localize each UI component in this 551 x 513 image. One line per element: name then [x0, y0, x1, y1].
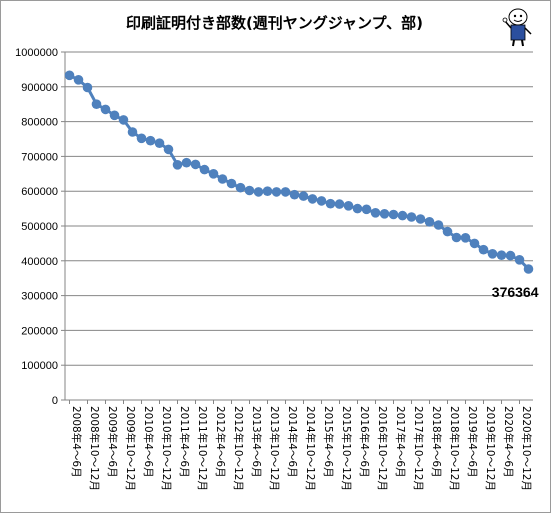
- data-point: [244, 185, 255, 196]
- x-tick-label: 2018年10～12月: [448, 406, 461, 491]
- data-point: [100, 104, 111, 115]
- data-point: [406, 212, 417, 222]
- data-point: [73, 75, 84, 85]
- data-point: [379, 209, 390, 219]
- y-tick-label: 0: [52, 395, 58, 407]
- gridlines: [61, 51, 533, 401]
- y-tick-label: 700000: [21, 151, 58, 163]
- data-point: [469, 238, 480, 249]
- x-tick-label: 2020年4～6月: [502, 406, 515, 478]
- y-tick-label: 100000: [21, 360, 58, 372]
- data-point: [523, 264, 534, 274]
- x-tick-label: 2016年4～6月: [358, 406, 371, 478]
- series-markers: [64, 70, 534, 274]
- x-tick-label: 2013年4～6月: [250, 406, 263, 478]
- data-point: [226, 178, 237, 189]
- data-point: [118, 115, 129, 125]
- data-point: [136, 133, 147, 144]
- data-point: [163, 144, 174, 155]
- x-tick-label: 2018年4～6月: [430, 406, 443, 478]
- x-tick-label: 2012年4～6月: [214, 406, 227, 478]
- x-tick-label: 2017年10～12月: [412, 406, 425, 491]
- data-point: [415, 214, 426, 224]
- data-point: [496, 250, 507, 260]
- data-point: [82, 82, 93, 93]
- x-tick-label: 2010年4～6月: [142, 406, 155, 478]
- data-point: [271, 187, 282, 197]
- data-point: [460, 233, 471, 243]
- y-tick-label: 300000: [21, 291, 58, 303]
- x-tick-label: 2011年4～6月: [178, 406, 191, 478]
- data-point: [127, 127, 138, 137]
- data-point: [442, 226, 453, 237]
- x-tick-label: 2014年10～12月: [304, 406, 317, 491]
- y-tick-label: 400000: [21, 256, 58, 268]
- x-tick-label: 2009年4～6月: [106, 406, 119, 478]
- axes: [64, 52, 533, 401]
- data-point: [451, 232, 462, 243]
- x-axis-tick-labels: 2008年4～6月 2008年10～12月 2009年4～6月 2009年10～12月…: [69, 400, 533, 491]
- data-point: [424, 217, 435, 227]
- y-tick-label: 1000000: [15, 47, 58, 59]
- x-tick-label: 2012年10～12月: [232, 406, 245, 491]
- data-point: [361, 204, 372, 215]
- y-tick-label: 500000: [21, 221, 58, 233]
- y-tick-label: 600000: [21, 186, 58, 198]
- data-point: [289, 189, 300, 200]
- data-point: [298, 191, 309, 201]
- x-tick-label: 2020年10～12月: [520, 406, 533, 491]
- x-tick-label: 2015年4～6月: [322, 406, 335, 478]
- data-point: [235, 182, 246, 193]
- data-point: [199, 164, 210, 175]
- data-point: [505, 250, 516, 261]
- x-tick-label: 2014年4～6月: [286, 406, 299, 478]
- x-tick-label: 2015年10～12月: [340, 406, 353, 491]
- data-point: [325, 198, 336, 209]
- data-point: [154, 138, 165, 148]
- chart-title: 印刷証明付き部数(週刊ヤングジャンプ、部): [125, 14, 424, 32]
- last-point-data-label: 376364: [492, 284, 539, 300]
- data-point: [334, 199, 345, 209]
- y-tick-label: 900000: [21, 82, 58, 94]
- data-point: [64, 70, 75, 81]
- data-point: [145, 135, 156, 146]
- x-tick-label: 2019年10～12月: [484, 406, 497, 491]
- data-point: [343, 201, 354, 211]
- data-point: [280, 187, 291, 197]
- x-tick-label: 2009年10～12月: [124, 406, 137, 491]
- data-point: [190, 159, 201, 170]
- data-point: [109, 110, 120, 121]
- data-point: [307, 194, 318, 204]
- data-point: [514, 254, 525, 265]
- data-point: [388, 209, 399, 220]
- x-tick-label: 2013年10～12月: [268, 406, 281, 491]
- data-point: [181, 157, 192, 168]
- data-point: [487, 249, 498, 259]
- data-point: [208, 169, 219, 179]
- data-point: [478, 244, 489, 255]
- data-point: [433, 220, 444, 230]
- data-point: [316, 196, 327, 206]
- x-tick-label: 2008年4～6月: [70, 406, 83, 478]
- x-tick-label: 2016年10～12月: [376, 406, 389, 491]
- data-point: [370, 208, 381, 218]
- data-point: [217, 174, 228, 184]
- mascot-character-icon: [502, 8, 532, 47]
- data-point: [262, 186, 273, 196]
- x-tick-label: 2010年10～12月: [160, 406, 173, 491]
- x-tick-label: 2008年10～12月: [88, 406, 101, 491]
- data-point: [397, 210, 408, 221]
- data-point: [253, 187, 264, 197]
- y-axis-tick-labels: 1000000900000800000700000600000500000400…: [15, 47, 58, 407]
- y-tick-label: 200000: [21, 325, 58, 337]
- y-tick-label: 800000: [21, 117, 58, 129]
- data-point: [172, 160, 183, 170]
- data-point: [91, 99, 102, 109]
- x-tick-label: 2017年4～6月: [394, 406, 407, 478]
- data-point: [352, 203, 363, 214]
- x-tick-label: 2019年4～6月: [466, 406, 479, 478]
- x-tick-label: 2011年10～12月: [196, 406, 209, 491]
